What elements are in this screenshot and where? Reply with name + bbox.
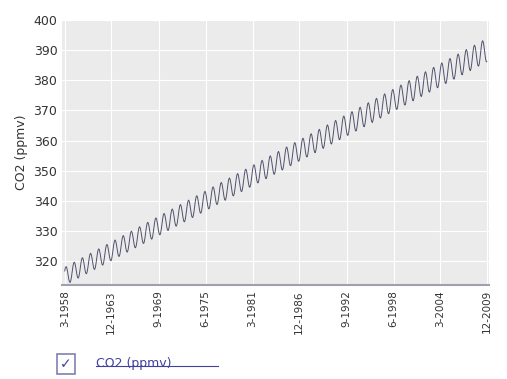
Text: CO2 (ppmv): CO2 (ppmv) <box>96 357 172 370</box>
Text: ✓: ✓ <box>60 357 71 371</box>
Y-axis label: CO2 (ppmv): CO2 (ppmv) <box>15 115 28 190</box>
